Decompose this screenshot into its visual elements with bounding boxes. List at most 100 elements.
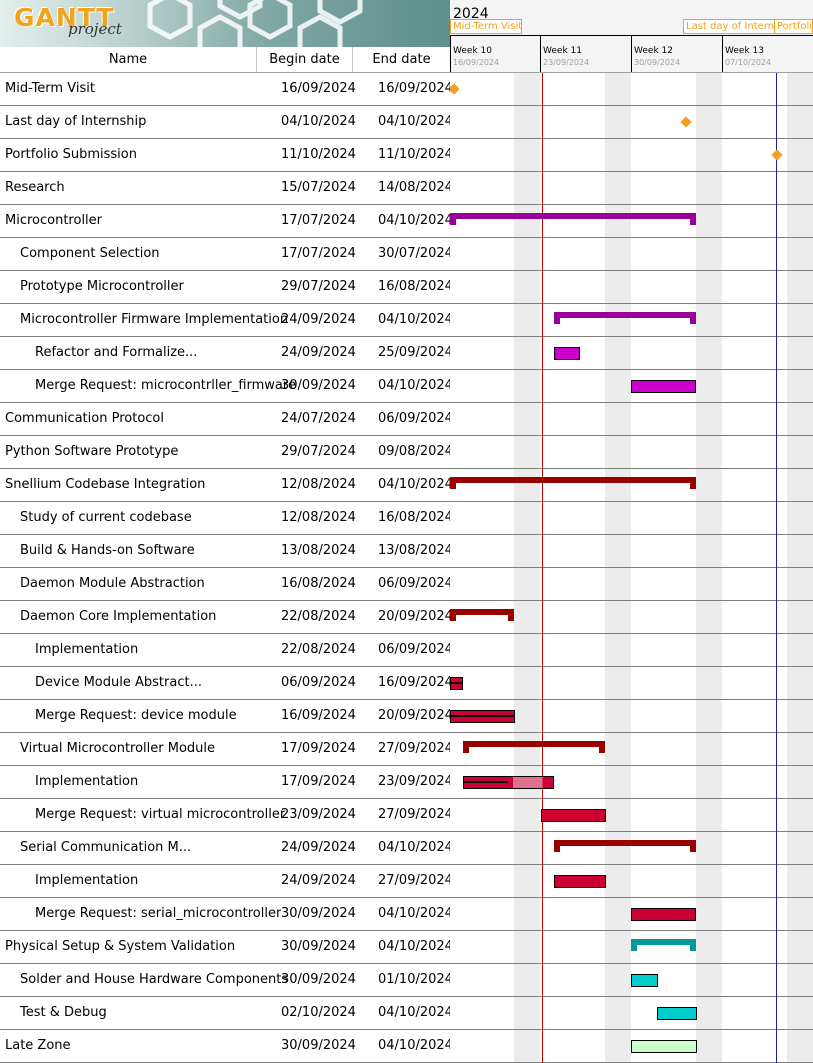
task-row[interactable]: Snellium Codebase Integration 12/08/2024 0… <box>0 469 453 502</box>
task-row[interactable]: Merge Request: device module 16/09/2024 20… <box>0 700 453 733</box>
milestone-tag-portfolio[interactable]: Portfolio <box>774 19 813 34</box>
today-line <box>542 73 543 1063</box>
chart-row <box>450 436 813 469</box>
chart-row <box>450 271 813 304</box>
chart-row <box>450 733 813 766</box>
weekend-shading <box>696 73 722 1063</box>
task-end-date: 11/10/2024 <box>378 147 453 162</box>
summary-bar[interactable] <box>450 477 696 489</box>
chart-row <box>450 601 813 634</box>
task-bar[interactable] <box>554 875 606 888</box>
task-row[interactable]: Late Zone 30/09/2024 04/10/2024 <box>0 1030 453 1063</box>
summary-bar[interactable] <box>463 741 605 753</box>
task-name: Component Selection <box>20 246 160 261</box>
task-name: Refactor and Formalize... <box>35 345 198 360</box>
task-row[interactable]: Prototype Microcontroller 29/07/2024 16/08… <box>0 271 453 304</box>
week-label: Week 12 <box>634 46 673 56</box>
task-bar[interactable] <box>657 1007 697 1020</box>
task-begin-date: 12/08/2024 <box>281 477 356 492</box>
task-name: Late Zone <box>5 1038 71 1053</box>
week-label: Week 11 <box>543 46 582 56</box>
task-name: Python Software Prototype <box>5 444 179 459</box>
task-row[interactable]: Portfolio Submission 11/10/2024 11/10/2024 <box>0 139 453 172</box>
task-end-date: 27/09/2024 <box>378 741 453 756</box>
task-name: Merge Request: virtual microcontroller <box>35 807 286 822</box>
task-row[interactable]: Research 15/07/2024 14/08/2024 <box>0 172 453 205</box>
logo-title: GANTT <box>14 3 115 32</box>
task-end-date: 04/10/2024 <box>378 906 453 921</box>
task-row[interactable]: Microcontroller 17/07/2024 04/10/2024 <box>0 205 453 238</box>
gantt-chart-area[interactable] <box>450 73 813 1063</box>
column-header-begin-date[interactable]: Begin date <box>257 47 353 72</box>
task-row[interactable]: Merge Request: microcontrller_firmware 30… <box>0 370 453 403</box>
task-row[interactable]: Python Software Prototype 29/07/2024 09/08… <box>0 436 453 469</box>
task-row[interactable]: Merge Request: serial_microcontroller 30/… <box>0 898 453 931</box>
task-progress-line <box>450 682 463 684</box>
task-row[interactable]: Solder and House Hardware Components 30/0… <box>0 964 453 997</box>
week-column-10: Week 10 16/09/2024 <box>450 36 541 72</box>
task-bar[interactable] <box>631 380 696 393</box>
task-bar[interactable] <box>541 809 606 822</box>
task-end-date: 16/09/2024 <box>378 81 453 96</box>
task-row[interactable]: Refactor and Formalize... 24/09/2024 25/09… <box>0 337 453 370</box>
task-begin-date: 30/09/2024 <box>281 1038 356 1053</box>
task-row[interactable]: Test & Debug 02/10/2024 04/10/2024 <box>0 997 453 1030</box>
task-progress-line <box>463 781 508 783</box>
task-begin-date: 11/10/2024 <box>281 147 356 162</box>
task-name: Daemon Module Abstraction <box>20 576 205 591</box>
task-row[interactable]: Last day of Internship 04/10/2024 04/10/20… <box>0 106 453 139</box>
summary-bar[interactable] <box>450 609 514 621</box>
task-row[interactable]: Physical Setup & System Validation 30/09/… <box>0 931 453 964</box>
task-end-date: 13/08/2024 <box>378 543 453 558</box>
chart-row <box>450 634 813 667</box>
week-column-11: Week 11 23/09/2024 <box>540 36 631 72</box>
chart-row <box>450 139 813 172</box>
chart-row <box>450 370 813 403</box>
task-row[interactable]: Device Module Abstract... 06/09/2024 16/09… <box>0 667 453 700</box>
task-row[interactable]: Virtual Microcontroller Module 17/09/2024… <box>0 733 453 766</box>
task-end-date: 16/09/2024 <box>378 675 453 690</box>
task-row[interactable]: Implementation 24/09/2024 27/09/2024 <box>0 865 453 898</box>
task-bar[interactable] <box>631 974 658 987</box>
task-row[interactable]: Component Selection 17/07/2024 30/07/2024 <box>0 238 453 271</box>
summary-bar[interactable] <box>554 312 696 324</box>
task-bar[interactable] <box>554 347 580 360</box>
task-row[interactable]: Daemon Module Abstraction 16/08/2024 06/09… <box>0 568 453 601</box>
task-begin-date: 04/10/2024 <box>281 114 356 129</box>
task-end-date: 09/08/2024 <box>378 444 453 459</box>
task-row[interactable]: Communication Protocol 24/07/2024 06/09/20… <box>0 403 453 436</box>
summary-bar[interactable] <box>554 840 696 852</box>
task-end-date: 04/10/2024 <box>378 1038 453 1053</box>
task-bar[interactable] <box>631 908 696 921</box>
task-name: Merge Request: device module <box>35 708 237 723</box>
task-row[interactable]: Mid-Term Visit 16/09/2024 16/09/2024 <box>0 73 453 106</box>
column-header-end-date[interactable]: End date <box>372 52 431 67</box>
column-header-name[interactable]: Name <box>0 47 257 72</box>
project-end-line <box>776 73 777 1063</box>
task-row[interactable]: Merge Request: virtual microcontroller 23… <box>0 799 453 832</box>
task-end-date: 04/10/2024 <box>378 939 453 954</box>
task-begin-date: 22/08/2024 <box>281 609 356 624</box>
milestone-tag-mid-term[interactable]: Mid-Term Visit <box>450 19 522 34</box>
task-row[interactable]: Daemon Core Implementation 22/08/2024 20/0… <box>0 601 453 634</box>
task-row[interactable]: Microcontroller Firmware Implementation 2… <box>0 304 453 337</box>
task-begin-date: 23/09/2024 <box>281 807 356 822</box>
summary-bar[interactable] <box>450 213 696 225</box>
chart-row <box>450 205 813 238</box>
task-name: Study of current codebase <box>20 510 192 525</box>
task-row[interactable]: Study of current codebase 12/08/2024 16/08… <box>0 502 453 535</box>
chart-row <box>450 865 813 898</box>
task-begin-date: 30/09/2024 <box>281 972 356 987</box>
milestone-tag-last-day[interactable]: Last day of Interns <box>683 19 775 34</box>
week-date: 23/09/2024 <box>543 58 590 67</box>
task-bar[interactable] <box>631 1040 697 1053</box>
week-label: Week 13 <box>725 46 764 56</box>
hexagon-pattern <box>147 0 363 47</box>
task-end-date: 06/09/2024 <box>378 642 453 657</box>
task-row[interactable]: Build & Hands-on Software 13/08/2024 13/08… <box>0 535 453 568</box>
task-row[interactable]: Implementation 17/09/2024 23/09/2024 <box>0 766 453 799</box>
task-end-date: 27/09/2024 <box>378 807 453 822</box>
summary-bar[interactable] <box>631 939 696 951</box>
task-row[interactable]: Implementation 22/08/2024 06/09/2024 <box>0 634 453 667</box>
task-row[interactable]: Serial Communication M... 24/09/2024 04/10… <box>0 832 453 865</box>
